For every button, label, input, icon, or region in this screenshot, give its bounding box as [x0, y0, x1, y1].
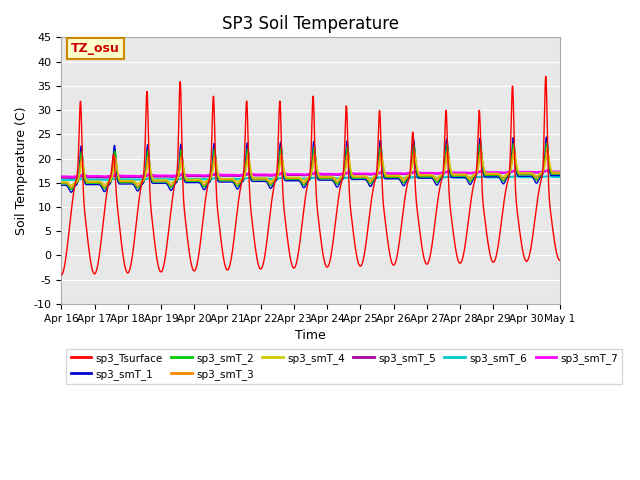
Y-axis label: Soil Temperature (C): Soil Temperature (C) [15, 107, 28, 235]
X-axis label: Time: Time [295, 329, 326, 342]
Legend: sp3_Tsurface, sp3_smT_1, sp3_smT_2, sp3_smT_3, sp3_smT_4, sp3_smT_5, sp3_smT_6, : sp3_Tsurface, sp3_smT_1, sp3_smT_2, sp3_… [67, 348, 623, 384]
Text: TZ_osu: TZ_osu [71, 42, 120, 55]
Title: SP3 Soil Temperature: SP3 Soil Temperature [222, 15, 399, 33]
